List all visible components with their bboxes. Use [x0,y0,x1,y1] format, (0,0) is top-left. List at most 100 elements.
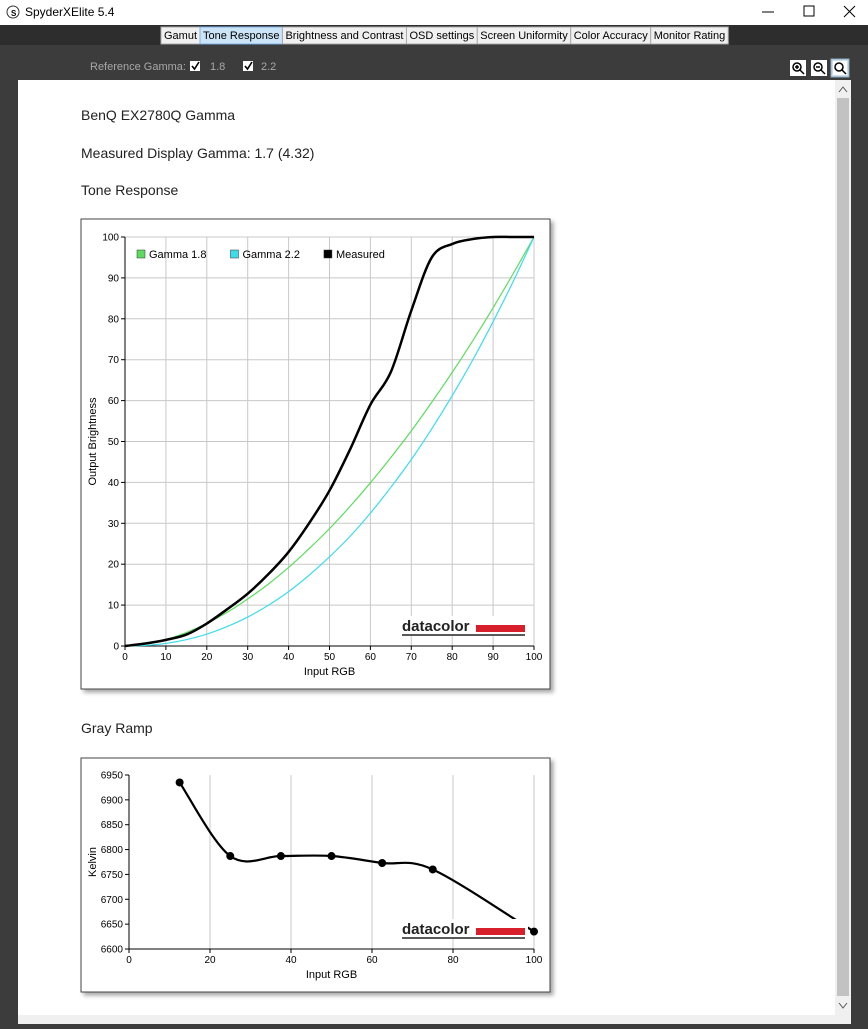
data-point [428,865,437,874]
x-tick-label: 0 [122,652,128,663]
legend-swatch [230,249,239,259]
x-tick-label: 80 [447,652,459,663]
data-point [327,852,336,861]
y-tick-label: 6600 [101,945,124,956]
tab-label[interactable]: Color Accuracy [574,30,648,42]
y-tick-label: 6800 [101,845,124,856]
tab-label[interactable]: Screen Uniformity [480,30,568,42]
tab-label[interactable]: Gamut [164,30,197,42]
app-icon-glyph: S [11,9,17,18]
reference-gamma-label: Reference Gamma: [90,61,186,73]
charts: Tone Response 0 10 20 30 40 50 60 70 80 90 100 0 10 20… [80,182,551,993]
tab[interactable] [650,26,729,45]
data-point [378,858,387,867]
legend-swatch [136,249,146,259]
logo-bar [476,625,525,632]
x-tick-label: 100 [526,955,543,966]
data-point [175,778,184,787]
x-tick-label: 70 [406,652,418,663]
tab-label[interactable]: OSD settings [409,30,474,42]
y-tick-label: 0 [113,642,119,653]
gamma-option[interactable]: 2.2 [261,61,276,73]
logo-text: datacolor [402,618,470,635]
data-point [226,852,235,861]
y-axis-title: Output Brightness [87,397,99,486]
y-axis-title: Kelvin [87,847,99,877]
y-tick-label: 50 [108,437,120,448]
zoom-out-button[interactable] [811,60,827,76]
y-tick-label: 6750 [101,870,124,881]
checkbox[interactable] [243,61,253,71]
scroll-up[interactable] [838,86,848,93]
tab-list: Gamut Tone Response Brightness and Contras… [160,26,729,45]
data-line [124,235,534,648]
maximize-button[interactable] [803,5,815,17]
checkmark [191,61,200,71]
y-tick-label: 90 [108,273,120,284]
close-button[interactable] [843,5,856,18]
logo-bar [476,928,525,935]
y-tick-label: 70 [108,355,120,366]
x-tick-label: 0 [126,955,132,966]
tab-label[interactable]: Tone Response [203,30,279,42]
section-heading: Tone Response [81,182,179,198]
x-tick-label: 20 [201,652,213,663]
chart-frame [80,218,551,690]
section-heading: Gray Ramp [81,720,153,736]
legend-label: Measured [336,249,385,261]
x-tick-label: 80 [447,955,459,966]
y-tick-label: 6700 [101,895,124,906]
x-axis-title: Input RGB [304,666,355,678]
measured-gamma: Measured Display Gamma: 1.7 (4.32) [81,145,314,161]
app-icon [6,5,20,19]
x-tick-label: 10 [160,652,172,663]
horizontal-scrollbar[interactable] [18,1015,851,1024]
data-point [530,927,538,936]
y-tick-label: 6900 [101,795,124,806]
y-tick-label: 30 [108,519,120,530]
y-tick-label: 10 [108,601,120,612]
legend-swatch [323,249,333,259]
window-title: SpyderXElite 5.4 [25,5,115,19]
report-title: BenQ EX2780Q Gamma [81,107,235,123]
checkmark [244,61,253,71]
data-line [124,236,535,647]
x-tick-label: 30 [242,652,254,663]
x-tick-label: 40 [285,955,297,966]
data-point [276,852,285,861]
chart: Gray Ramp 0 20 40 60 80 100 6600 6650 6700 6750 680… [80,720,551,993]
datacolor-logo: datacolor [400,616,528,636]
scroll-down[interactable] [838,1002,848,1009]
x-tick-label: 100 [526,652,543,663]
gamma-option[interactable]: 1.8 [210,61,225,73]
y-tick-label: 6950 [101,771,124,782]
chart: Tone Response 0 10 20 30 40 50 60 70 80 90 100 0 10 20… [80,182,551,690]
y-tick-label: 80 [108,314,120,325]
title-bar [0,0,868,25]
y-tick-label: 40 [108,478,120,489]
x-axis-title: Input RGB [306,969,357,981]
tab-label[interactable]: Brightness and Contrast [285,30,403,42]
datacolor-logo: datacolor [400,919,528,939]
x-tick-label: 20 [204,955,216,966]
x-tick-label: 40 [283,652,295,663]
zoom-in-button[interactable] [790,60,806,76]
legend-label: Gamma 1.8 [149,249,206,261]
y-tick-label: 6650 [101,920,124,931]
tab-label[interactable]: Monitor Rating [654,30,726,42]
y-tick-label: 60 [108,396,120,407]
logo-text: datacolor [402,921,470,938]
legend-label: Gamma 2.2 [242,249,299,261]
scrollbar-thumb[interactable] [837,98,849,996]
x-tick-label: 50 [324,652,336,663]
y-tick-label: 6850 [101,820,124,831]
x-tick-label: 90 [488,652,500,663]
checkbox[interactable] [190,61,200,71]
zoom-fit-button[interactable] [830,58,850,78]
chart-frame [80,757,551,993]
y-tick-label: 100 [102,233,119,244]
data-line [124,236,535,647]
x-tick-label: 60 [365,652,377,663]
